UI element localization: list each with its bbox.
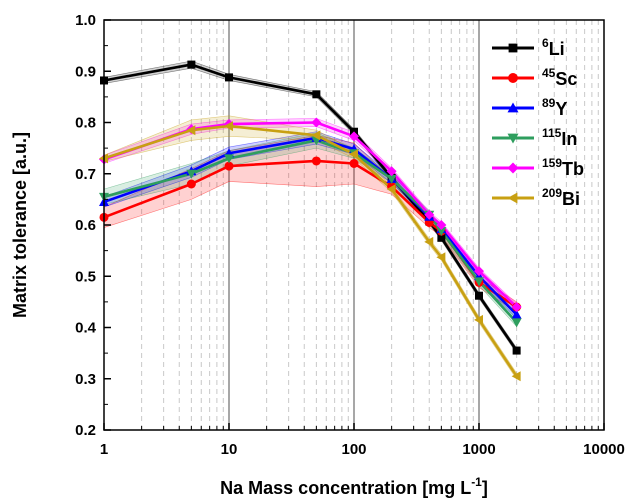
legend-marker-209bi <box>507 192 518 204</box>
legend-label-main: Li <box>549 39 565 59</box>
legend-label-sup: 89 <box>542 96 556 110</box>
legend-label-main: Tb <box>562 159 584 179</box>
x-axis-title: Na Mass concentration [mg L-1] <box>220 475 488 498</box>
legend-marker-45sc <box>508 73 518 83</box>
point-209bi <box>386 184 396 195</box>
legend-label-main: Sc <box>555 69 577 89</box>
y-tick-label: 0.2 <box>75 422 96 439</box>
legend-marker-89y <box>507 102 519 113</box>
legend-label-main: Y <box>555 99 567 119</box>
point-6li <box>475 291 483 300</box>
series-line-209bi <box>103 124 518 377</box>
point-6li <box>437 233 446 242</box>
legend-label-115in: 115In <box>542 126 577 149</box>
x-tick-label: 10000 <box>583 441 625 458</box>
x-tick-label: 10 <box>221 441 238 458</box>
point-6li <box>187 60 196 69</box>
band-layer <box>103 60 517 381</box>
point-209bi <box>311 130 321 141</box>
legend-label-main: Bi <box>562 189 580 209</box>
point-6li <box>225 73 233 82</box>
point-159tb <box>311 117 322 128</box>
line-layer <box>103 63 518 377</box>
series-line-89y <box>103 136 518 316</box>
legend-marker-159tb <box>507 162 519 174</box>
point-45sc <box>349 159 359 168</box>
legend-marker-6li <box>508 43 518 53</box>
y-tick-label: 0.4 <box>75 320 97 337</box>
legend-label-sup: 6 <box>542 36 549 50</box>
point-159tb <box>386 166 397 177</box>
point-209bi <box>436 252 446 263</box>
legend-label-sup: 115 <box>542 126 562 140</box>
point-209bi <box>474 314 483 325</box>
legend-label-209bi: 209Bi <box>542 186 580 209</box>
point-159tb <box>424 209 435 220</box>
point-159tb <box>349 131 359 142</box>
legend-marker-115in <box>507 133 519 144</box>
point-159tb <box>511 302 522 312</box>
point-209bi <box>224 121 233 132</box>
marker-layer <box>99 60 522 382</box>
legend-label-sup: 159 <box>542 156 562 170</box>
x-tick-label: 1 <box>100 441 108 458</box>
point-115in <box>386 174 397 184</box>
legend-label-sup: 209 <box>542 186 562 200</box>
point-115in <box>436 227 447 237</box>
legend-label-45sc: 45Sc <box>542 66 577 89</box>
y-axis-title: Matrix tolerance [a.u.] <box>10 132 30 318</box>
legend-label-89y: 89Y <box>542 96 567 119</box>
tick-layer: 1 10 100 1000 10000 0.2 0.3 0.4 0.5 0.6 0.7 0.8 0.9 1… <box>75 12 625 458</box>
point-159tb <box>474 266 484 277</box>
point-45sc <box>224 161 234 171</box>
legend-label-6li: 6Li <box>542 36 565 59</box>
point-159tb <box>436 220 447 230</box>
series-line-115in <box>103 139 518 324</box>
y-tick-label: 0.3 <box>75 371 96 388</box>
y-tick-label: 0.8 <box>75 115 96 132</box>
point-89y <box>511 309 522 319</box>
point-45sc <box>186 179 196 189</box>
point-115in <box>224 154 234 164</box>
y-tick-label: 1.0 <box>75 12 96 29</box>
point-209bi <box>424 236 434 247</box>
series-line-159tb <box>103 121 518 308</box>
point-209bi <box>511 371 521 382</box>
grid-layer <box>141 20 599 430</box>
point-115in <box>511 318 522 328</box>
point-6li <box>312 90 321 99</box>
y-tick-label: 0.5 <box>75 268 96 285</box>
point-45sc <box>311 156 321 166</box>
y-tick-label: 0.9 <box>75 63 96 80</box>
legend-label-sup: 45 <box>542 66 556 80</box>
y-tick-label: 0.7 <box>75 166 96 183</box>
point-115in <box>186 169 197 179</box>
point-209bi <box>186 125 196 136</box>
x-tick-label: 100 <box>341 441 366 458</box>
point-209bi <box>349 149 358 160</box>
point-6li <box>512 346 521 355</box>
legend-label-main: In <box>561 129 577 149</box>
y-tick-label: 0.6 <box>75 217 96 234</box>
legend-label-159tb: 159Tb <box>542 156 584 179</box>
x-tick-label: 1000 <box>462 441 495 458</box>
point-115in <box>474 277 484 287</box>
